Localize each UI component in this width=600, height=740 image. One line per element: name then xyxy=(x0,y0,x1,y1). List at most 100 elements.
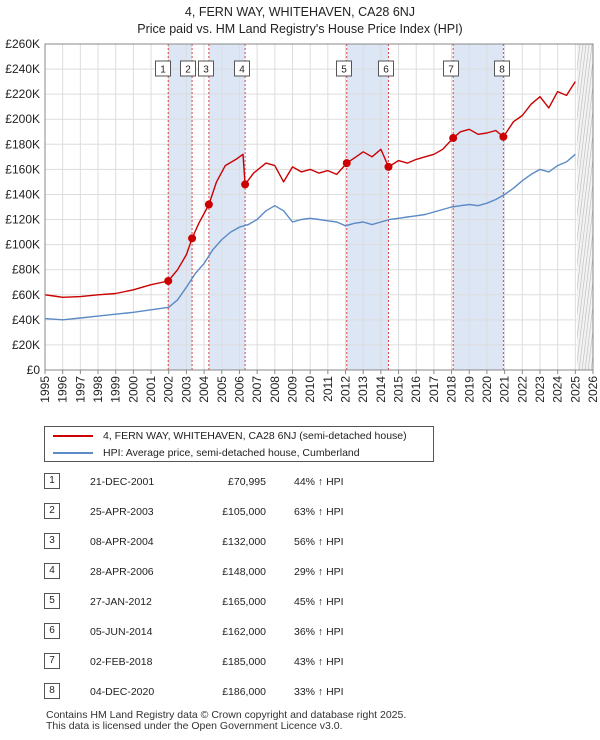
legend-label-property: 4, FERN WAY, WHITEHAVEN, CA28 6NJ (semi-… xyxy=(103,430,407,442)
y-tick-label: £180K xyxy=(5,137,40,151)
sale-price: £70,995 xyxy=(228,476,266,488)
shaded-span xyxy=(346,44,389,370)
x-tick-label: 1996 xyxy=(56,376,70,403)
x-tick-label: 2017 xyxy=(427,376,441,403)
forecast-hatch-line xyxy=(577,44,593,169)
sale-point xyxy=(204,200,213,209)
sale-hpi-diff: 56% ↑ HPI xyxy=(294,536,344,548)
sale-badge-label: 5 xyxy=(341,65,347,76)
x-tick-label: 2019 xyxy=(462,376,476,403)
forecast-hatch-line xyxy=(578,254,594,370)
x-tick-label: 1999 xyxy=(109,376,123,403)
legend: 4, FERN WAY, WHITEHAVEN, CA28 6NJ (semi-… xyxy=(44,426,434,462)
sale-row: 7 02-FEB-2018 £185,000 43% ↑ HPI xyxy=(44,652,464,672)
y-tick-label: £220K xyxy=(5,87,40,101)
sale-point xyxy=(384,162,393,171)
footer: Contains HM Land Registry data © Crown c… xyxy=(46,710,406,732)
x-tick-label: 2000 xyxy=(126,376,140,403)
sale-row: 8 04-DEC-2020 £186,000 33% ↑ HPI xyxy=(44,682,464,702)
y-tick-label: £100K xyxy=(5,238,40,252)
forecast-hatch-line xyxy=(577,180,594,316)
forecast-hatch-line xyxy=(577,83,594,218)
sale-row: 1 21-DEC-2001 £70,995 44% ↑ HPI xyxy=(44,472,464,492)
x-tick-label: 2026 xyxy=(586,376,600,403)
x-tick-label: 2011 xyxy=(321,376,335,402)
x-tick-label: 2007 xyxy=(250,376,264,403)
y-tick-label: £60K xyxy=(12,288,40,302)
sale-badge-label: 3 xyxy=(203,65,209,76)
y-tick-label: £240K xyxy=(5,62,40,76)
x-tick-label: 2012 xyxy=(339,376,353,403)
sale-row: 2 25-APR-2003 £105,000 63% ↑ HPI xyxy=(44,502,464,522)
sale-date: 27-JAN-2012 xyxy=(90,596,152,608)
sale-number-badge: 8 xyxy=(44,683,60,699)
x-tick-label: 2004 xyxy=(197,376,211,403)
sale-row: 5 27-JAN-2012 £165,000 45% ↑ HPI xyxy=(44,592,464,612)
x-tick-label: 2014 xyxy=(374,376,388,403)
forecast-hatch-line xyxy=(584,303,594,370)
forecast-hatch-line xyxy=(577,44,590,145)
sale-point xyxy=(449,134,458,143)
sale-number-badge: 4 xyxy=(44,563,60,579)
sale-date: 25-APR-2003 xyxy=(90,506,154,518)
x-tick-label: 1995 xyxy=(38,376,52,403)
plot-frame xyxy=(44,43,594,371)
chart-title: 4, FERN WAY, WHITEHAVEN, CA28 6NJ Price … xyxy=(0,4,600,38)
sale-number-badge: 7 xyxy=(44,653,60,669)
sale-price: £105,000 xyxy=(222,506,266,518)
sale-price: £185,000 xyxy=(222,656,266,668)
x-tick-label: 2010 xyxy=(303,376,317,403)
sale-number-badge: 2 xyxy=(44,503,60,519)
title-line-2: Price paid vs. HM Land Registry's House … xyxy=(137,22,463,36)
hpi-line xyxy=(44,153,576,321)
sale-date: 21-DEC-2001 xyxy=(90,476,155,488)
x-tick-label: 2023 xyxy=(533,376,547,403)
title-line-1: 4, FERN WAY, WHITEHAVEN, CA28 6NJ xyxy=(184,5,416,19)
x-tick-label: 2006 xyxy=(232,376,246,403)
x-tick-label: 2008 xyxy=(268,376,282,403)
x-tick-label: 2001 xyxy=(144,376,158,403)
y-tick-label: £140K xyxy=(5,187,40,201)
sale-point xyxy=(342,159,351,168)
sale-hpi-diff: 36% ↑ HPI xyxy=(294,626,344,638)
sale-hpi-diff: 45% ↑ HPI xyxy=(294,596,344,608)
y-tick-label: £0 xyxy=(27,363,41,377)
sale-date: 04-DEC-2020 xyxy=(90,686,155,698)
x-tick-label: 2024 xyxy=(551,376,565,403)
x-tick-label: 2003 xyxy=(179,376,193,403)
y-tick-label: £260K xyxy=(5,37,40,51)
forecast-hatch-line xyxy=(577,229,594,365)
sale-badge-box xyxy=(494,60,510,77)
sale-number-badge: 6 xyxy=(44,623,60,639)
sale-badge-box xyxy=(336,60,352,77)
sale-hpi-diff: 43% ↑ HPI xyxy=(294,656,344,668)
x-tick-label: 2015 xyxy=(392,376,406,403)
sale-badge-label: 6 xyxy=(383,65,389,76)
legend-swatch-hpi xyxy=(53,452,93,454)
sale-price: £162,000 xyxy=(222,626,266,638)
sale-date: 08-APR-2004 xyxy=(90,536,154,548)
x-tick-label: 2005 xyxy=(215,376,229,403)
forecast-hatch-line xyxy=(577,205,594,340)
sale-badge-box xyxy=(378,60,394,77)
y-tick-label: £80K xyxy=(12,263,40,277)
sale-row: 4 28-APR-2006 £148,000 29% ↑ HPI xyxy=(44,562,464,582)
x-tick-label: 1998 xyxy=(91,376,105,403)
y-tick-label: £120K xyxy=(5,213,40,227)
sale-badge-label: 8 xyxy=(499,65,505,76)
sale-point xyxy=(164,276,173,285)
sale-number-badge: 5 xyxy=(44,593,60,609)
sale-hpi-diff: 33% ↑ HPI xyxy=(294,686,344,698)
sale-badge-label: 4 xyxy=(239,65,245,76)
sale-row: 3 08-APR-2004 £132,000 56% ↑ HPI xyxy=(44,532,464,552)
x-tick-label: 2025 xyxy=(568,376,582,403)
sale-date: 02-FEB-2018 xyxy=(90,656,153,668)
sale-price: £132,000 xyxy=(222,536,266,548)
sale-badge-box xyxy=(198,60,214,77)
sale-number-badge: 3 xyxy=(44,533,60,549)
forecast-hatch-line xyxy=(577,58,594,194)
x-tick-label: 2022 xyxy=(515,376,529,403)
shaded-span xyxy=(453,44,504,370)
y-tick-label: £200K xyxy=(5,112,40,126)
x-tick-label: 2009 xyxy=(285,376,299,403)
